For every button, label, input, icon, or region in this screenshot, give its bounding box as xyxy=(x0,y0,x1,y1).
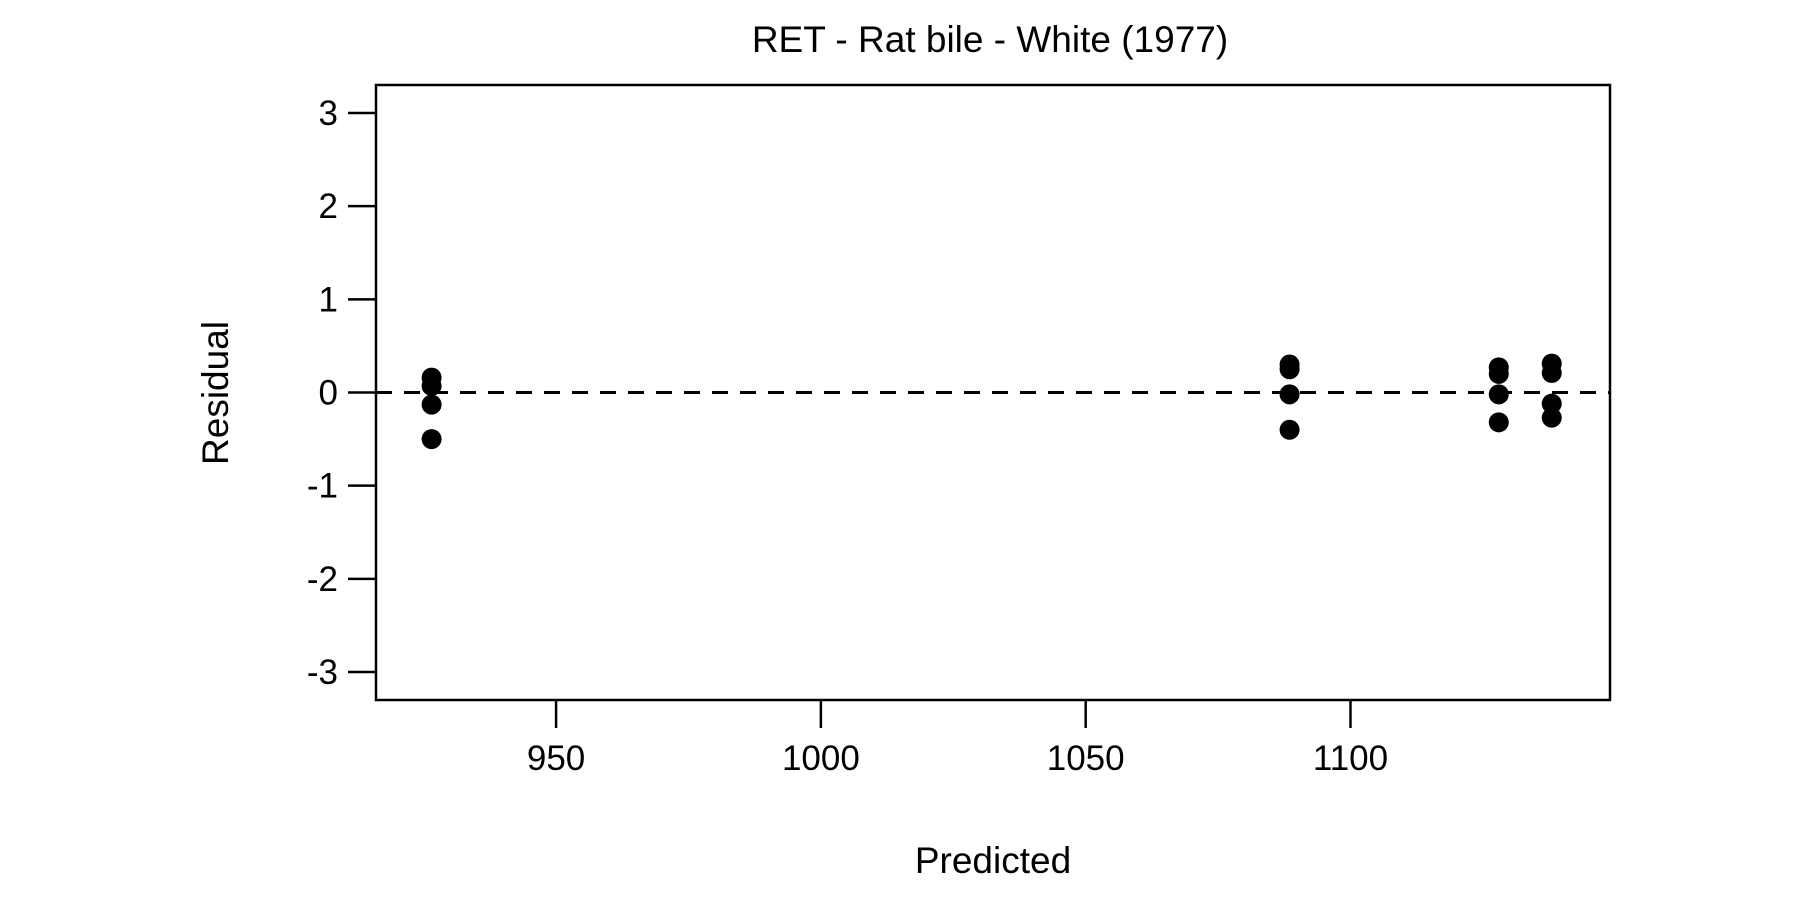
y-axis: 3 2 1 0 -1 -2 -3 xyxy=(307,94,376,692)
x-tick-label: 950 xyxy=(527,739,585,778)
data-point xyxy=(1541,393,1562,414)
data-point xyxy=(421,394,442,415)
y-tick-label: 0 xyxy=(319,374,338,413)
data-point xyxy=(1279,419,1300,440)
y-tick-label: -1 xyxy=(307,467,338,506)
y-tick-label: -3 xyxy=(307,653,338,692)
data-points xyxy=(421,353,1562,450)
data-point xyxy=(1488,384,1509,405)
data-point xyxy=(421,429,442,450)
chart-title: RET - Rat bile - White (1977) xyxy=(752,19,1228,60)
data-point xyxy=(1279,384,1300,405)
data-point xyxy=(1488,412,1509,433)
y-axis-title: Residual xyxy=(195,321,236,465)
x-tick-label: 1050 xyxy=(1047,739,1125,778)
data-point xyxy=(1279,359,1300,380)
data-point xyxy=(1541,362,1562,383)
y-tick-label: -2 xyxy=(307,560,338,599)
data-point xyxy=(1541,407,1562,428)
x-tick-label: 1100 xyxy=(1313,739,1388,778)
data-point xyxy=(1488,363,1509,384)
data-point xyxy=(421,375,442,396)
x-tick-label: 1000 xyxy=(782,739,860,778)
x-axis-title: Predicted xyxy=(915,840,1071,881)
y-tick-label: 2 xyxy=(319,187,338,226)
y-tick-label: 3 xyxy=(319,94,338,133)
y-tick-label: 1 xyxy=(319,280,338,319)
x-axis: 950 1000 1050 1100 xyxy=(527,700,1388,778)
